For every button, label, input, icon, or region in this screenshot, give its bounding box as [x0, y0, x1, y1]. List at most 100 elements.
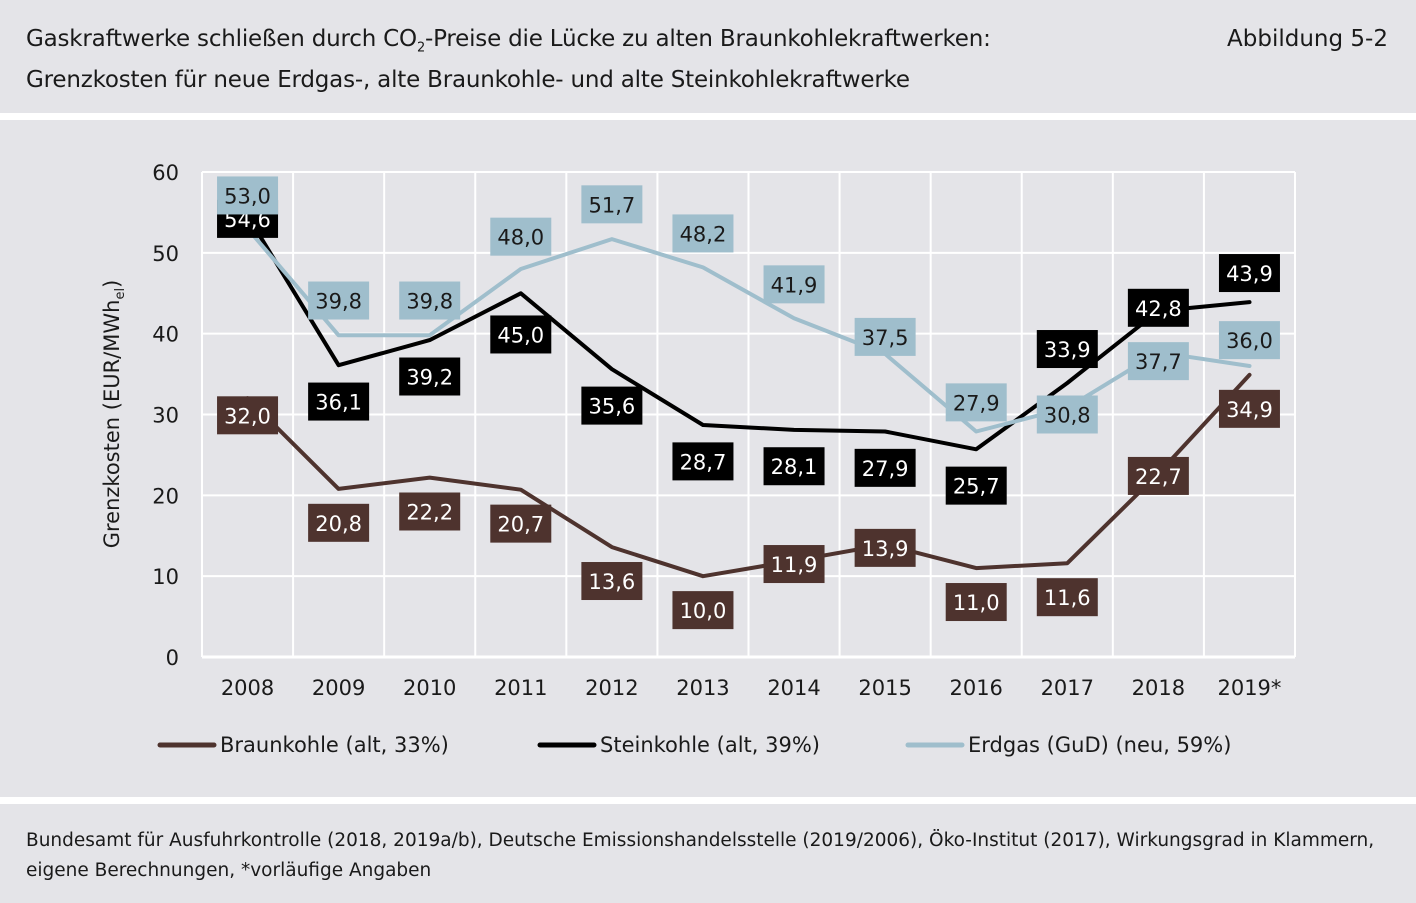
erdgas-data-label: 37,7	[1135, 350, 1182, 374]
y-tick-label: 50	[152, 242, 179, 266]
steinkohle-data-label-box	[581, 386, 643, 425]
erdgas-data-label-box	[1036, 395, 1098, 434]
bottom-divider	[0, 797, 1416, 804]
top-divider	[0, 113, 1416, 120]
chart-title: Gaskraftwerke schließen durch CO2-Preise…	[26, 26, 991, 56]
braunkohle-data-label: 11,0	[953, 591, 1000, 615]
title-subscript: 2	[416, 40, 426, 56]
steinkohle-data-label: 27,9	[862, 457, 909, 481]
braunkohle-data-label-box	[1218, 389, 1280, 428]
braunkohle-data-label-box	[672, 591, 734, 630]
erdgas-data-label-box	[672, 214, 734, 253]
erdgas-data-label: 37,5	[862, 326, 909, 350]
y-axis-title: Grenzkosten (EUR/MWhel)	[100, 280, 128, 549]
braunkohle-data-label: 34,9	[1226, 398, 1273, 422]
braunkohle-data-label: 11,9	[771, 553, 818, 577]
erdgas-data-label-box	[945, 383, 1007, 422]
legend-steinkohle-label: Steinkohle (alt, 39%)	[600, 733, 820, 757]
chart-subtitle: Grenzkosten für neue Erdgas-, alte Braun…	[26, 67, 910, 93]
x-tick-label: 2014	[767, 676, 820, 700]
braunkohle-data-label-box	[217, 396, 279, 435]
braunkohle-data-label: 32,0	[224, 404, 271, 428]
erdgas-data-label-box	[217, 176, 279, 215]
erdgas-data-label: 53,0	[224, 184, 271, 208]
erdgas-data-label-box	[763, 265, 825, 304]
y-tick-label: 60	[152, 161, 179, 185]
steinkohle-data-label-box	[854, 448, 916, 487]
erdgas-data-label: 39,8	[315, 290, 362, 314]
erdgas-data-label: 51,7	[588, 193, 635, 217]
erdgas-data-label-box	[854, 317, 916, 356]
braunkohle-data-label: 13,6	[588, 570, 635, 594]
x-tick-label: 2009	[312, 676, 365, 700]
steinkohle-line	[245, 213, 1252, 452]
braunkohle-data-label-box	[1036, 578, 1098, 617]
steinkohle-data-label: 45,0	[497, 323, 544, 347]
x-tick-label: 2018	[1132, 676, 1185, 700]
steinkohle-data-label: 43,9	[1226, 262, 1273, 286]
erdgas-data-label-box	[581, 185, 643, 224]
braunkohle-data-label-box	[1127, 456, 1189, 495]
steinkohle-data-label: 42,8	[1135, 297, 1182, 321]
braunkohle-line	[245, 372, 1252, 579]
braunkohle-data-label: 11,6	[1044, 586, 1091, 610]
steinkohle-data-label: 28,1	[771, 455, 818, 479]
erdgas-data-label: 30,8	[1044, 404, 1091, 428]
braunkohle-data-label: 20,8	[315, 512, 362, 536]
steinkohle-data-label-box	[1127, 288, 1189, 327]
x-tick-label: 2019*	[1217, 676, 1281, 700]
steinkohle-data-label-box	[672, 442, 734, 481]
chart-area: 0 10 20 30 40 50 60 2008 2009 2010 2011 2012 2013 201…	[0, 120, 1416, 797]
erdgas-data-label: 41,9	[771, 273, 818, 297]
steinkohle-data-label-box	[945, 466, 1007, 505]
steinkohle-data-label: 25,7	[953, 475, 1000, 499]
erdgas-data-label-box	[399, 281, 461, 320]
braunkohle-data-label-box	[763, 545, 825, 584]
steinkohle-data-label-box	[399, 357, 461, 396]
braunkohle-data-label-box	[854, 528, 916, 567]
steinkohle-data-label: 36,1	[315, 391, 362, 415]
braunkohle-data-label: 20,7	[497, 513, 544, 537]
erdgas-data-label: 27,9	[953, 391, 1000, 415]
y-tick-label: 10	[152, 565, 179, 589]
erdgas-data-label-box	[1127, 342, 1189, 381]
x-tick-label: 2008	[221, 676, 274, 700]
y-tick-label: 0	[166, 646, 179, 670]
source-note: Bundesamt für Ausfuhrkontrolle (2018, 20…	[26, 830, 1375, 881]
braunkohle-data-label: 13,9	[862, 537, 909, 561]
braunkohle-data-label-box	[490, 504, 552, 543]
erdgas-data-label-box	[308, 281, 370, 320]
x-tick-label: 2015	[858, 676, 911, 700]
steinkohle-data-label-box	[490, 315, 552, 354]
steinkohle-data-label: 28,7	[680, 450, 727, 474]
x-tick-label: 2013	[676, 676, 729, 700]
erdgas-data-label: 48,0	[497, 226, 544, 250]
x-tick-label: 2012	[585, 676, 638, 700]
erdgas-data-label: 48,2	[680, 222, 727, 246]
x-tick-label: 2011	[494, 676, 547, 700]
title-part-1: Gaskraftwerke schließen durch CO	[26, 26, 417, 52]
y-tick-label: 20	[152, 484, 179, 508]
steinkohle-data-label: 39,2	[406, 366, 453, 390]
steinkohle-data-label-box	[1036, 330, 1098, 369]
figure-number: Abbildung 5-2	[1227, 26, 1388, 52]
erdgas-data-label: 39,8	[406, 290, 453, 314]
erdgas-data-label-box	[1218, 321, 1280, 360]
erdgas-data-label-box	[490, 217, 552, 256]
title-part-2: -Preise die Lücke zu alten Braunkohlekra…	[425, 26, 991, 52]
erdgas-data-label: 36,0	[1226, 329, 1273, 353]
braunkohle-data-label-box	[399, 492, 461, 531]
braunkohle-data-label-box	[581, 562, 643, 601]
legend-erdgas-label: Erdgas (GuD) (neu, 59%)	[968, 733, 1231, 757]
y-tick-label: 40	[152, 323, 179, 347]
steinkohle-data-label: 33,9	[1044, 338, 1091, 362]
braunkohle-data-label: 10,0	[680, 599, 727, 623]
steinkohle-data-label: 35,6	[588, 395, 635, 419]
chart-header: Gaskraftwerke schließen durch CO2-Preise…	[0, 0, 1416, 112]
braunkohle-data-label-box	[308, 503, 370, 542]
steinkohle-data-label-box	[308, 382, 370, 421]
x-tick-label: 2010	[403, 676, 456, 700]
steinkohle-data-label-box	[763, 447, 825, 486]
steinkohle-data-label-box	[1218, 254, 1280, 293]
braunkohle-data-label-box	[945, 583, 1007, 622]
